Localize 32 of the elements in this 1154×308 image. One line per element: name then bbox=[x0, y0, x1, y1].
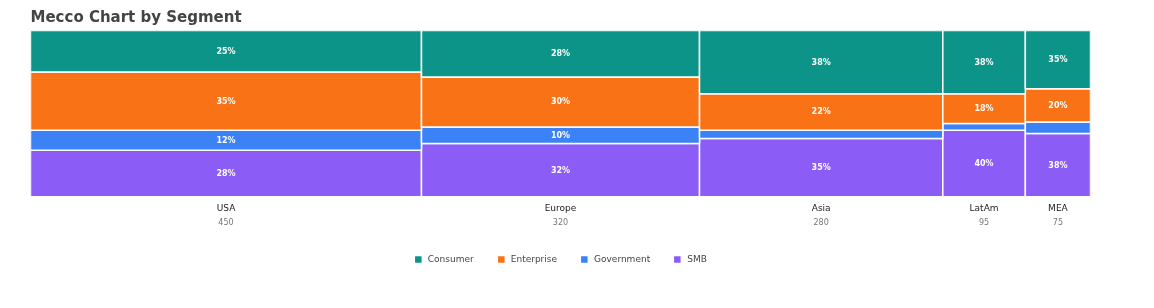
chart-title: Mecco Chart by Segment bbox=[30, 7, 242, 26]
text: 320 bbox=[552, 218, 569, 228]
data-label: 25% bbox=[216, 46, 236, 56]
data-label: 40% bbox=[974, 158, 994, 168]
data-label: 20% bbox=[1048, 100, 1068, 110]
data-label: 35% bbox=[1048, 55, 1068, 65]
text: 280 bbox=[813, 218, 829, 228]
x-tick-label: LatAm bbox=[969, 203, 999, 214]
data-label: 22% bbox=[811, 107, 831, 117]
data-label: 35% bbox=[216, 96, 236, 106]
legend-label: Consumer bbox=[427, 254, 474, 264]
data-label: 32% bbox=[550, 165, 571, 175]
text: 95 bbox=[978, 218, 990, 228]
x-tick-label: Asia bbox=[811, 203, 831, 214]
data-label: 18% bbox=[974, 104, 994, 114]
data-label: 12% bbox=[216, 135, 236, 145]
data-label: 38% bbox=[974, 57, 994, 67]
legend-label: Enterprise bbox=[510, 254, 558, 264]
data-label: 38% bbox=[811, 57, 831, 67]
text: 75 bbox=[1052, 218, 1064, 228]
data-label: 35% bbox=[811, 163, 831, 173]
x-tick-label: MEA bbox=[1048, 203, 1069, 214]
data-label: 38% bbox=[1048, 160, 1068, 170]
data-label: 28% bbox=[550, 49, 571, 59]
x-tick-label: Europe bbox=[544, 203, 577, 214]
data-label: 10% bbox=[550, 130, 571, 140]
legend-label: SMB bbox=[687, 254, 708, 264]
data-label: 30% bbox=[550, 97, 571, 107]
data-label: 28% bbox=[216, 168, 236, 178]
text: 450 bbox=[218, 218, 234, 228]
x-tick-label: USA bbox=[216, 203, 237, 214]
legend-label: Government bbox=[594, 254, 651, 264]
